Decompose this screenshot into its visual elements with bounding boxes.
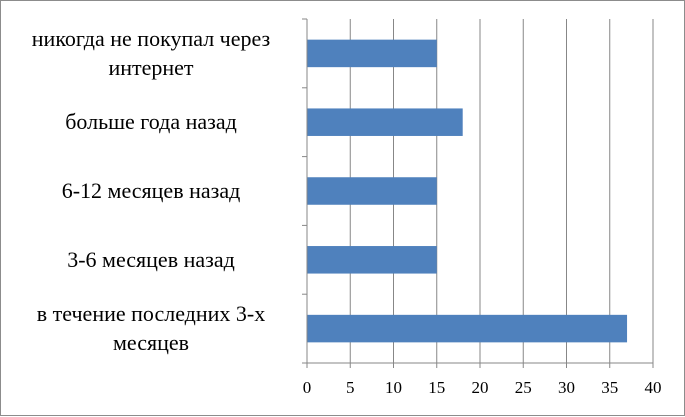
category-label-line: в течение последних 3-х [37, 301, 265, 326]
bar [307, 314, 628, 343]
x-tick-label: 0 [303, 378, 312, 397]
category-label: 6-12 месяцев назад [62, 178, 241, 203]
category-label: больше года назад [65, 109, 237, 134]
category-label: никогда не покупал через интернет [32, 26, 270, 80]
x-tick-label: 35 [601, 378, 618, 397]
category-label-line: 3-6 месяцев назад [67, 247, 235, 272]
x-tick-labels: 0 5 10 15 20 25 30 35 40 [303, 378, 662, 397]
x-tick-label: 15 [428, 378, 445, 397]
category-label-line: интернет [108, 55, 193, 80]
category-label-line: месяцев [113, 330, 189, 355]
category-label-line: больше года назад [65, 109, 237, 134]
x-tick-label: 40 [645, 378, 662, 397]
bar [307, 39, 437, 68]
category-label: в течение последних 3-х месяцев [37, 301, 265, 355]
bar [307, 246, 437, 274]
x-tick-label: 10 [385, 378, 402, 397]
bar [307, 108, 463, 136]
bars [307, 39, 628, 343]
category-labels: в течение последних 3-х месяцев 3-6 месяце… [32, 26, 270, 355]
axes [302, 18, 654, 368]
x-tick-label: 20 [472, 378, 489, 397]
category-label-line: 6-12 месяцев назад [62, 178, 241, 203]
bar [307, 177, 437, 205]
x-tick-label: 25 [515, 378, 532, 397]
x-tick-label: 30 [558, 378, 575, 397]
category-label: 3-6 месяцев назад [67, 247, 235, 272]
x-tick-label: 5 [346, 378, 355, 397]
category-label-line: никогда не покупал через [32, 26, 270, 51]
